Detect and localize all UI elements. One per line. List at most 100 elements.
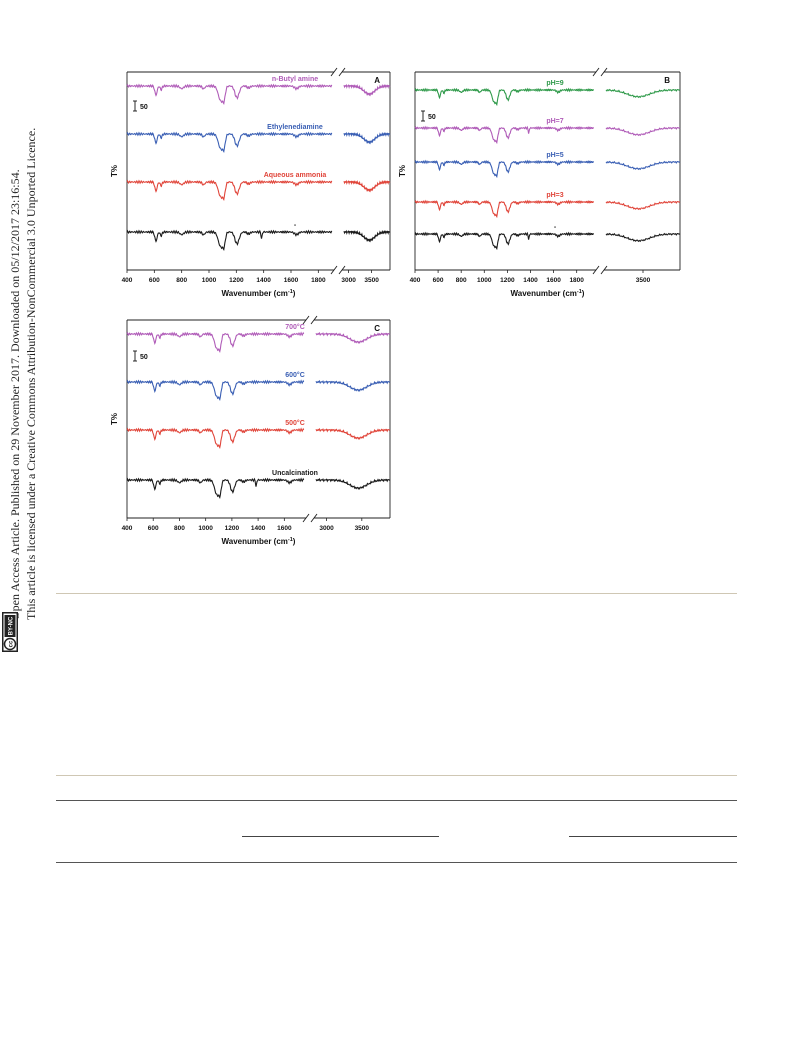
chart-b-tick-label-1000: 1000 (477, 277, 492, 284)
chart-c-series-0-line-left (126, 331, 305, 354)
chart-b-series-3-label: pH=3 (546, 192, 563, 199)
chart-a-series-1-line-left (126, 131, 333, 153)
chart-b-series-2-line-right (605, 160, 681, 171)
chart-b-x-axis-label-sup: -1 (577, 289, 582, 295)
chart-b-series-4-line-right (605, 232, 681, 243)
chart-b-series-0-line-right (605, 88, 681, 99)
chart-b-break-mark (600, 265, 608, 275)
chart-c-x-axis-label-sup: -1 (288, 537, 293, 543)
table-header-rule (56, 800, 737, 801)
chart-c-tick-label-600: 600 (148, 525, 159, 532)
table-top-divider (56, 775, 737, 776)
chart-b-series-3-line-left (414, 199, 594, 219)
chart-a-series-1-line-right (343, 131, 391, 145)
chart-c-tick-label-1400: 1400 (251, 525, 266, 532)
chart-a-y-axis-label: T% (110, 165, 119, 177)
chart-b-series-1-label: pH=7 (546, 118, 563, 125)
chart-c-series-0-label: 700°C (285, 323, 305, 331)
chart-a-tick-label-1000: 1000 (202, 277, 217, 284)
chart-a-series-2-line-right (343, 179, 391, 193)
chart-c-scale-label: 50 (140, 354, 148, 361)
chart-b-series-2-line-left (414, 159, 594, 179)
chart-b-tick-label-3500: 3500 (636, 277, 651, 284)
chart-a-series-0-label: n-Butyl amine (272, 76, 318, 83)
chart-a-tick-label-600: 600 (149, 277, 160, 284)
chart-a-series-2-line-left (126, 179, 333, 201)
chart-b-series-1-line-left (414, 125, 594, 145)
license-line-2: This article is licensed under a Creativ… (24, 127, 38, 620)
table-subheader-rule-2 (569, 836, 737, 837)
ftir-chart-c: C 400 600 800 1000 1200 1400 1600 3000 3500 Wavenu… (110, 315, 391, 546)
chart-a-tick-label-400: 400 (122, 277, 133, 284)
chart-a-series-3-label: - (294, 222, 297, 229)
chart-b-tick-label-800: 800 (456, 277, 467, 284)
chart-b-series-2-label: pH=5 (546, 152, 563, 159)
chart-a-x-axis-label: Wavenumber (cm-1) (222, 289, 296, 298)
chart-c-series-2-line-right (315, 427, 391, 440)
chart-b-tick-label-400: 400 (410, 277, 421, 284)
chart-b-tick-label-600: 600 (433, 277, 444, 284)
chart-b-tick-label-1400: 1400 (523, 277, 538, 284)
chart-a-series-2-label: Aqueous ammonia (264, 172, 327, 179)
chart-c-series-2-label: 500°C (285, 419, 305, 427)
chart-b-series-3-line-right (605, 200, 681, 211)
chart-b-series-4-label: - (554, 224, 557, 231)
chart-c-series-3-line-left (126, 477, 305, 500)
chart-b-x-axis-label: Wavenumber (cm-1) (511, 289, 585, 298)
chart-c-break-mark (302, 513, 310, 523)
chart-a-series-3-line-right (343, 229, 391, 243)
chart-a-scale-label: 50 (140, 104, 148, 111)
chart-a-panel-letter: A (374, 76, 380, 85)
chart-b-x-axis-label-close: ) (582, 289, 585, 298)
chart-c-break-mark (310, 315, 318, 325)
ftir-chart-a: A 400 600 800 1000 1200 1400 1600 1800 3000 3500 Wa… (110, 67, 391, 298)
chart-a-break-mark (330, 265, 338, 275)
chart-a-tick-label-3000: 3000 (341, 277, 356, 284)
chart-a-tick-label-1600: 1600 (284, 277, 299, 284)
chart-c-panel-letter: C (374, 324, 380, 333)
chart-b-tick-label-1800: 1800 (569, 277, 584, 284)
chart-a-x-axis-label-close: ) (293, 289, 296, 298)
chart-a-break-mark (338, 67, 346, 77)
chart-a-break-mark (338, 265, 346, 275)
cc-badge-text: BY-NC (9, 616, 15, 635)
chart-b-scale-label: 50 (428, 114, 436, 121)
chart-c-tick-label-1200: 1200 (225, 525, 240, 532)
chart-a-tick-label-1800: 1800 (311, 277, 326, 284)
chart-c-break-mark (310, 513, 318, 523)
chart-b-panel-letter: B (664, 76, 670, 85)
chart-c-tick-label-1000: 1000 (198, 525, 213, 532)
figure-divider (56, 593, 737, 594)
chart-c-break-mark (302, 315, 310, 325)
chart-b-series-0-label: pH=9 (546, 80, 563, 87)
chart-a-series-1-label: Ethylenediamine (267, 124, 323, 131)
chart-a-tick-label-1400: 1400 (256, 277, 271, 284)
chart-c-series-1-line-right (315, 379, 391, 392)
chart-c-tick-label-3000: 3000 (319, 525, 334, 532)
chart-c-x-axis-label: Wavenumber (cm-1) (222, 537, 296, 546)
chart-c-series-0-line-right (315, 331, 391, 344)
chart-c-series-1-label: 600°C (285, 371, 305, 379)
chart-b-series-0-line-left (414, 87, 594, 107)
chart-c-series-3-label: Uncalcination (272, 470, 318, 477)
chart-a-x-axis-label-sup: -1 (288, 289, 293, 295)
license-sidebar: Open Access Article. Published on 29 Nov… (6, 120, 56, 680)
chart-b-tick-label-1600: 1600 (546, 277, 561, 284)
chart-a-tick-label-800: 800 (176, 277, 187, 284)
chart-c-series-2-line-left (126, 427, 305, 450)
chart-a-tick-label-1200: 1200 (229, 277, 244, 284)
chart-c-series-3-line-right (315, 477, 391, 490)
table-subheader-rule-1 (242, 836, 439, 837)
chart-b-break-mark (592, 265, 600, 275)
chart-a-series-0-line-left (126, 83, 333, 105)
cc-badge-mark: cc (9, 640, 15, 647)
chart-c-tick-label-1600: 1600 (277, 525, 292, 532)
table-body-rule (56, 862, 737, 863)
chart-b-tick-label-1200: 1200 (500, 277, 515, 284)
chart-b-series-4-line-left (414, 231, 594, 251)
chart-a-break-mark (330, 67, 338, 77)
ftir-chart-b: B4006008001000120014001600180030003500Wa… (398, 67, 681, 298)
chart-a-series-3-line-left (126, 229, 333, 251)
chart-c-y-axis-label: T% (110, 413, 119, 425)
chart-a-series-0-line-right (343, 83, 391, 97)
